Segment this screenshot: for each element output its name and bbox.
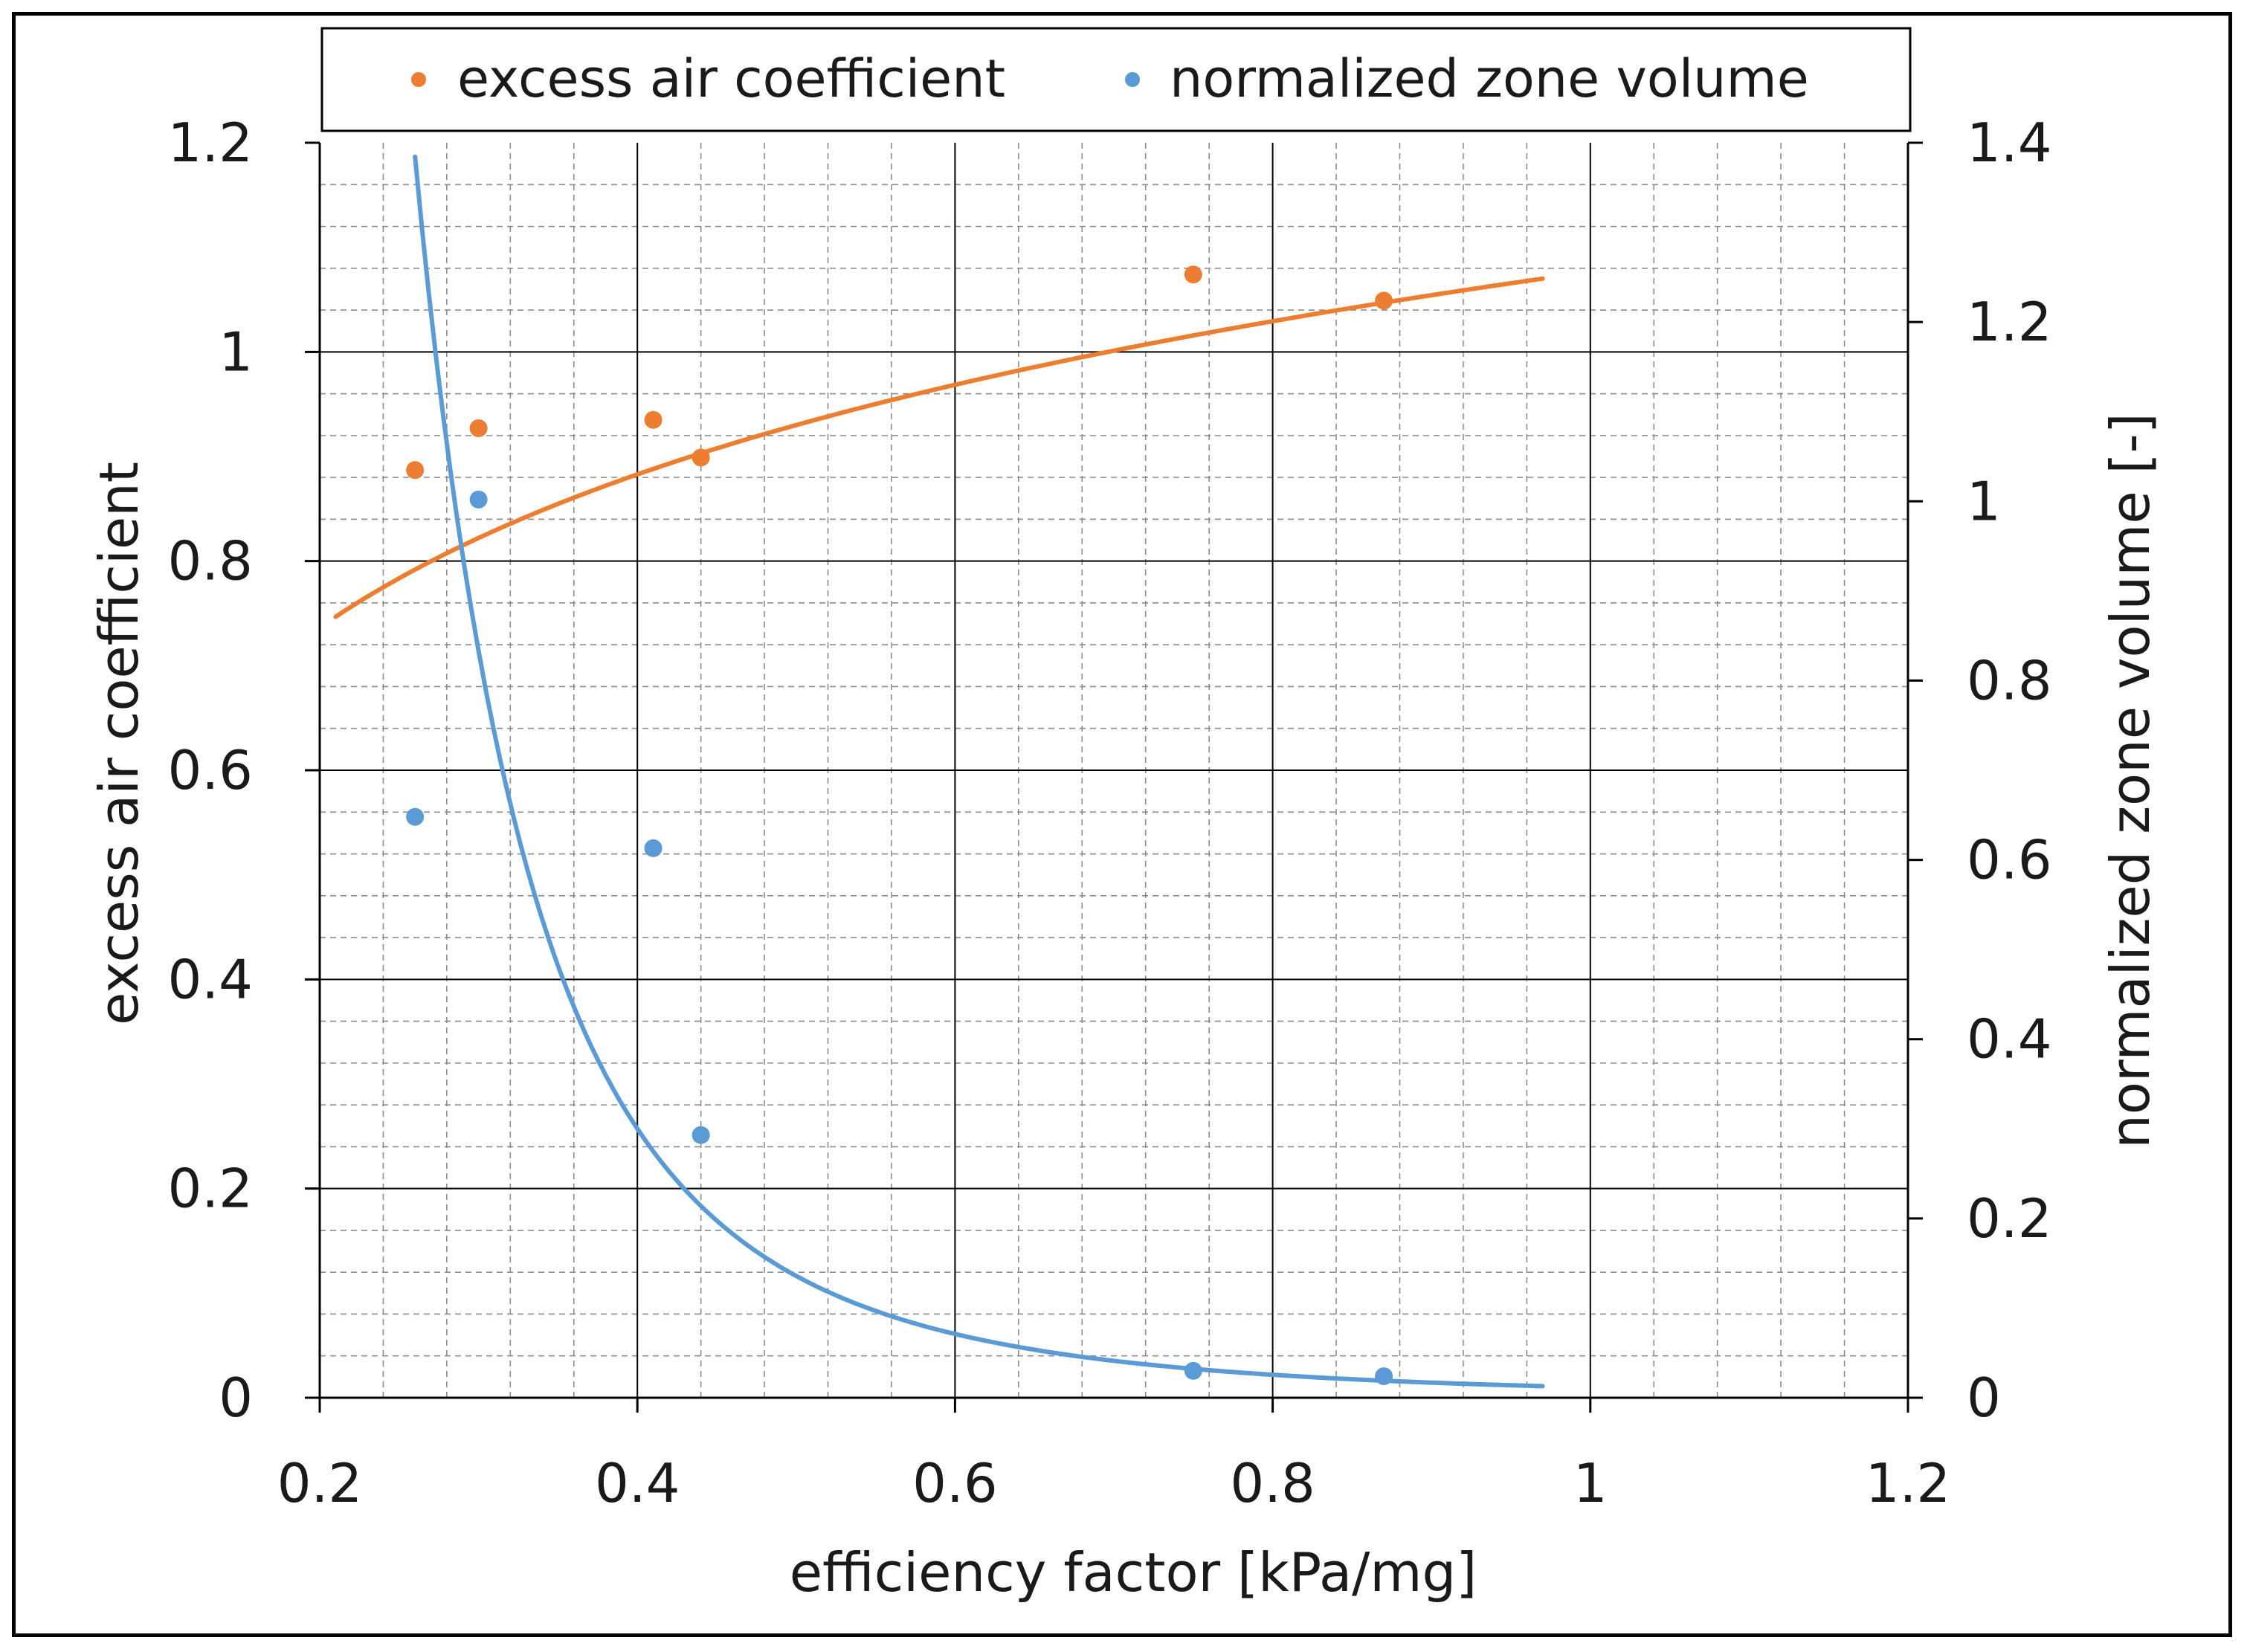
- data-point-zone-volume: [644, 839, 663, 857]
- y2-tick-label: 1.4: [1967, 112, 2052, 174]
- y-tick-label: 0.8: [167, 530, 253, 593]
- data-point-zone-volume: [1375, 1367, 1393, 1386]
- y2-tick-label: 1: [1967, 470, 2001, 532]
- y2-axis-title: normalized zone volume [-]: [2099, 413, 2162, 1148]
- data-point-zone-volume: [406, 807, 425, 826]
- data-point-excess-air: [1184, 265, 1202, 284]
- y-tick-label: 0.6: [167, 739, 253, 801]
- y2-tick-label: 0.2: [1967, 1187, 2052, 1250]
- y2-tick-label: 0: [1967, 1367, 2001, 1429]
- data-points: [406, 265, 1393, 1386]
- y-tick-label: 1: [219, 320, 253, 383]
- x-tick-label: 1.2: [1866, 1452, 1951, 1514]
- y-tick-label: 1.2: [167, 112, 253, 174]
- x-tick-label: 1: [1573, 1452, 1608, 1514]
- legend-label-zone-volume: normalized zone volume: [1170, 48, 1809, 109]
- y2-tick-label: 0.8: [1967, 649, 2052, 712]
- x-tick-label: 0.4: [595, 1452, 680, 1514]
- data-point-zone-volume: [1184, 1361, 1202, 1380]
- y-tick-label: 0.4: [167, 948, 253, 1010]
- legend-label-excess-air: excess air coefficient: [457, 48, 1005, 109]
- chart-frame: [12, 12, 2232, 1637]
- legend-marker-excess-air: [411, 72, 426, 87]
- y-axis-title: excess air coefficient: [88, 462, 150, 1025]
- legend-box: [320, 27, 1912, 132]
- data-point-excess-air: [1375, 291, 1393, 310]
- x-axis-title: efficiency factor [kPa/mg]: [790, 1541, 1477, 1604]
- data-point-excess-air: [469, 419, 488, 438]
- legend-marker-zone-volume: [1125, 72, 1140, 87]
- tick-labels: 0.2 0.4 0.6 0.8 1 1.2 0 0.2 0.4 0.6 0.8 1 1.2 0 0.2 0.4…: [167, 112, 2051, 1514]
- y-tick-label: 0: [219, 1367, 253, 1429]
- data-point-zone-volume: [692, 1126, 710, 1144]
- data-point-zone-volume: [469, 490, 488, 509]
- data-point-excess-air: [406, 461, 425, 480]
- major-grid: [320, 143, 1908, 1398]
- legend: excess air coefficient normalized zone v…: [320, 27, 1912, 132]
- y-tick-label: 0.2: [167, 1158, 253, 1220]
- data-point-excess-air: [644, 410, 663, 429]
- trendline-excess-air: [333, 276, 1545, 619]
- trendline-zone-volume: [413, 154, 1545, 1389]
- x-tick-label: 0.8: [1230, 1452, 1315, 1514]
- trendlines: [333, 154, 1545, 1389]
- y2-tick-label: 1.2: [1967, 291, 2052, 353]
- axes: [305, 141, 1923, 1413]
- y2-tick-label: 0.6: [1967, 829, 2052, 891]
- x-tick-label: 0.2: [277, 1452, 363, 1514]
- y2-tick-label: 0.4: [1967, 1008, 2052, 1071]
- data-point-excess-air: [692, 448, 710, 467]
- x-tick-label: 0.6: [912, 1452, 998, 1514]
